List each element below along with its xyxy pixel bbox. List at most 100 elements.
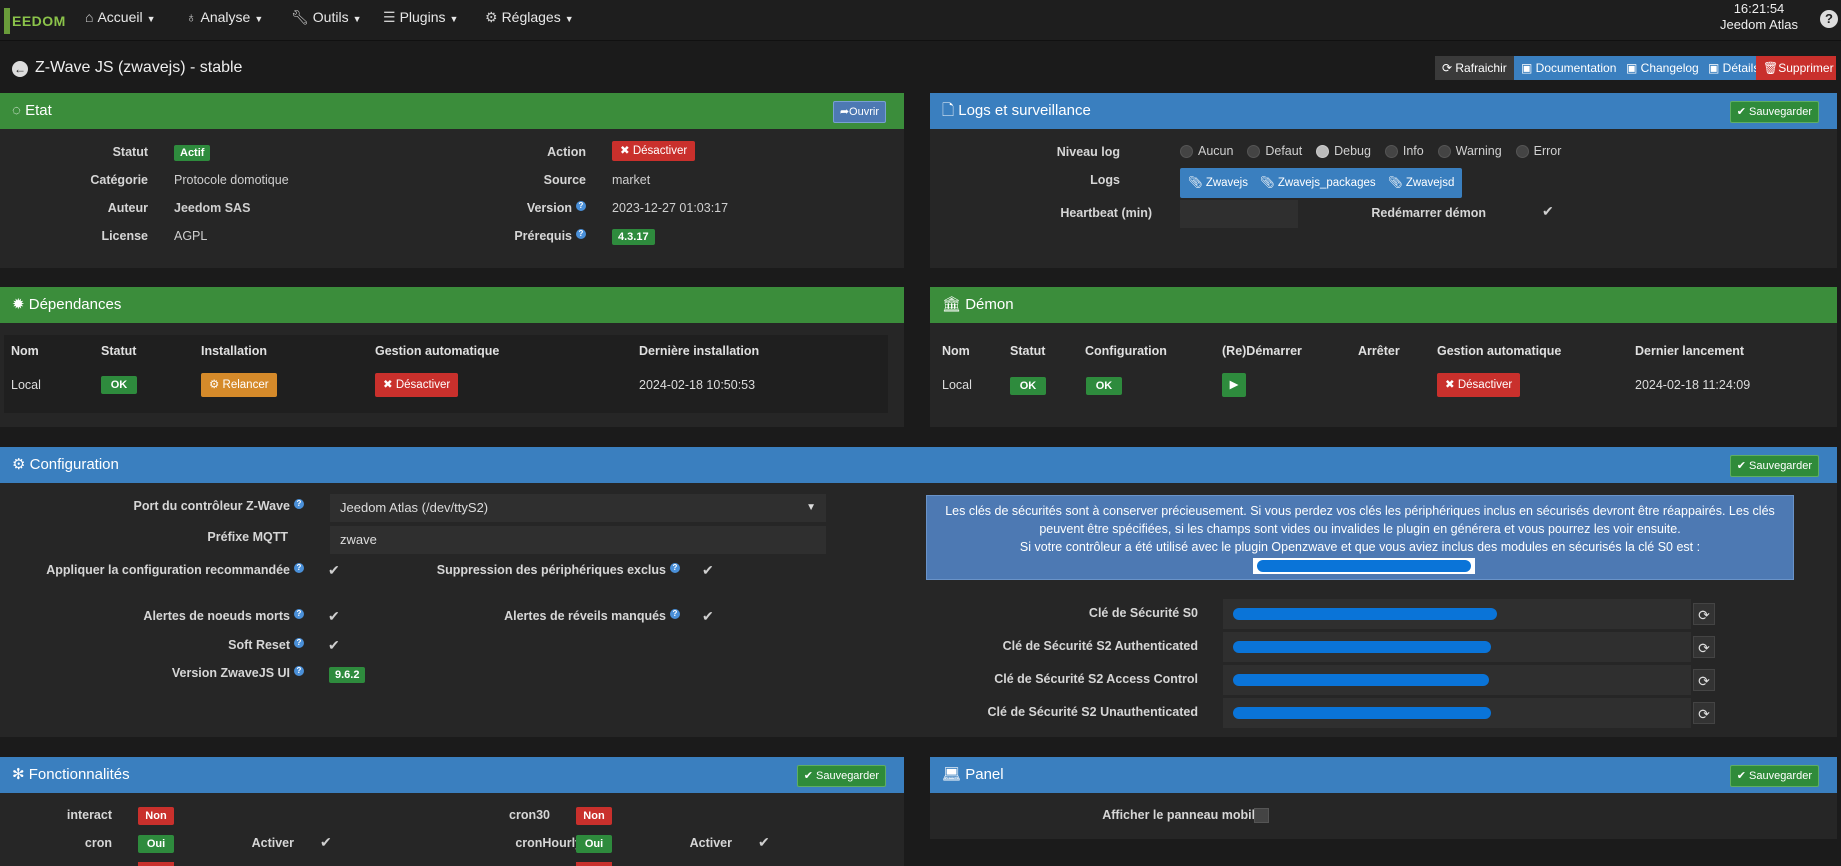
key-s2-unauth-refresh-icon[interactable]: ⟳ [1693, 702, 1715, 724]
cron-activer-checkbox[interactable]: ✔ [320, 834, 332, 850]
etat-title: Etat [25, 102, 52, 119]
demon-deactivate-button[interactable]: ✖ Désactiver [1437, 373, 1521, 397]
log-zwavejs-button[interactable]: 📎︎ Zwavejs [1180, 168, 1256, 198]
help-icon[interactable]: ? [294, 609, 304, 619]
changelog-label: Changelog [1640, 61, 1699, 75]
nav-outils[interactable]: 🔧︎ Outils ▼ [291, 0, 362, 34]
demon-col-statut: Statut [1010, 344, 1046, 358]
documentation-button[interactable]: ▣ Documentation [1514, 56, 1619, 80]
log-zwavejs-packages-button[interactable]: 📎︎ Zwavejs_packages [1252, 168, 1384, 198]
radio-defaut[interactable]: Defaut [1247, 144, 1302, 159]
nav-reglages[interactable]: ⚙ Réglages ▼ [485, 0, 574, 34]
key-s2-auth-refresh-icon[interactable]: ⟳ [1693, 636, 1715, 658]
help-icon[interactable]: ? [670, 563, 680, 573]
help-icon[interactable]: ? [576, 201, 586, 211]
jeedom-logo[interactable]: EEDOM [0, 2, 70, 36]
config-header: ⚙ Configuration ✔ Sauvegarder [0, 447, 1837, 483]
version-label: Version [526, 201, 572, 215]
help-icon[interactable]: ? [294, 563, 304, 573]
radio-error[interactable]: Error [1515, 144, 1561, 159]
help-icon[interactable]: ? [576, 229, 586, 239]
box-name: Jeedom Atlas [1719, 17, 1799, 32]
key-s2-unauth-input[interactable] [1223, 698, 1691, 728]
deps-title: Dépendances [28, 296, 122, 313]
mqtt-input[interactable]: zwave [330, 526, 826, 554]
config-save-label: Sauvegarder [1749, 460, 1812, 472]
heartbeat-input[interactable] [1180, 200, 1298, 228]
apply-config-checkbox[interactable]: ✔ [328, 562, 340, 578]
fonc-save-button[interactable]: ✔ Sauvegarder [796, 765, 886, 787]
log-zwavejsd-button[interactable]: 📎︎ Zwavejsd [1380, 168, 1463, 198]
key-s2-access-input[interactable] [1223, 665, 1691, 695]
help-icon[interactable]: ? [670, 609, 680, 619]
alert-dead-checkbox[interactable]: ✔ [328, 608, 340, 624]
radio-debug-label: Debug [1334, 144, 1371, 158]
logs-save-button[interactable]: ✔ Sauvegarder [1729, 101, 1819, 123]
auteur-value: Jeedom SAS [174, 201, 251, 215]
ui-version-label: Version ZwaveJS UI [171, 666, 290, 680]
radio-debug[interactable]: Debug [1316, 144, 1371, 159]
demon-config-badge: OK [1086, 377, 1122, 395]
config-save-button[interactable]: ✔ Sauvegarder [1729, 455, 1819, 477]
radio-info-label: Info [1402, 144, 1424, 158]
nav-plugins[interactable]: ☰ Plugins ▼ [383, 0, 458, 34]
source-value: market [612, 173, 651, 187]
caret-down-icon: ▼ [806, 502, 816, 513]
panel-save-button[interactable]: ✔ Sauvegarder [1729, 765, 1819, 787]
categorie-value: Protocole domotique [174, 173, 289, 187]
nav-accueil[interactable]: ⌂ Accueil ▼ [85, 0, 156, 34]
top-navbar: EEDOM ⌂ Accueil ▼ ♁ Analyse ▼ 🔧︎ Outils ▼ ☰ Plu… [0, 0, 1841, 41]
radio-warning[interactable]: Warning [1437, 144, 1502, 159]
help-icon[interactable]: ? [294, 499, 304, 509]
log-zwavejs-packages-label: Zwavejs_packages [1277, 177, 1376, 189]
caret-down-icon: ▼ [352, 14, 362, 24]
cronhourly-activer-checkbox[interactable]: ✔ [758, 834, 770, 850]
suppr-exclus-checkbox[interactable]: ✔ [702, 562, 714, 578]
soft-reset-label-wrap: Soft Reset? [40, 638, 304, 652]
key-s2-auth-label: Clé de Sécurité S2 Authenticated [1002, 639, 1198, 653]
help-icon[interactable]: ? [294, 638, 304, 648]
stethoscope-icon: ♁ [186, 9, 197, 25]
key-s2-access-refresh-icon[interactable]: ⟳ [1693, 669, 1715, 691]
demon-col-nom: Nom [942, 344, 970, 358]
help-icon[interactable]: ? [294, 666, 304, 676]
deps-relaunch-button[interactable]: ⚙︎ Relancer [201, 373, 277, 397]
changelog-button[interactable]: ▣ Changelog [1619, 56, 1701, 80]
nav-analyse[interactable]: ♁ Analyse ▼ [186, 0, 263, 34]
deps-deactivate-button[interactable]: ✖ Désactiver [375, 373, 459, 397]
key-s0-refresh-icon[interactable]: ⟳ [1693, 603, 1715, 625]
logs-save-label: Sauvegarder [1749, 106, 1812, 118]
details-button[interactable]: ▣ Détails [1701, 56, 1759, 80]
open-button[interactable]: ➦Ouvrir [832, 101, 886, 123]
logs-header: 🗋 Logs et surveillance ✔ Sauvegarder [930, 93, 1837, 129]
key-s2-access-label: Clé de Sécurité S2 Access Control [994, 672, 1198, 686]
key-s0-input[interactable] [1223, 599, 1691, 629]
radio-info[interactable]: Info [1384, 144, 1424, 159]
alert-wake-checkbox[interactable]: ✔ [702, 608, 714, 624]
mobile-panel-checkbox[interactable] [1254, 808, 1269, 823]
demon-col-gestion: Gestion automatique [1437, 344, 1562, 358]
close-icon: ✖ [1445, 379, 1455, 391]
documentation-label: Documentation [1535, 61, 1617, 75]
help-icon[interactable]: ? [1820, 10, 1838, 28]
alert-wake-label: Alertes de réveils manqués [504, 609, 666, 623]
restart-daemon-checkbox[interactable]: ✔ [1542, 203, 1554, 219]
soft-reset-checkbox[interactable]: ✔ [328, 637, 340, 653]
key-s2-auth-input[interactable] [1223, 632, 1691, 662]
demon-col-stop: Arrêter [1358, 344, 1400, 358]
etat-deactivate-button[interactable]: ✖ Désactiver [612, 141, 696, 161]
radio-aucun[interactable]: Aucun [1180, 144, 1233, 159]
caret-down-icon: ▼ [254, 14, 264, 24]
fonc-header: ✻ Fonctionnalités ✔ Sauvegarder [0, 757, 904, 793]
mqtt-label: Préfixe MQTT [207, 530, 288, 544]
circle-notch-icon: ◌ [12, 102, 21, 119]
port-select[interactable]: Jeedom Atlas (/dev/ttyS2) ▼ [330, 494, 826, 522]
deps-status-badge: OK [101, 376, 137, 394]
check-circle-icon: ✔ [803, 770, 813, 782]
security-info-text: Les clés de sécurités sont à conserver p… [945, 504, 1775, 536]
delete-button[interactable]: 🗑︎Supprimer [1756, 56, 1836, 80]
back-arrow-icon[interactable]: ← [12, 61, 28, 77]
etat-panel: ◌ Etat ➦Ouvrir [0, 93, 904, 268]
demon-start-button[interactable]: ▶ [1222, 373, 1246, 397]
refresh-button[interactable]: ⟳ Rafraichir [1435, 56, 1514, 80]
